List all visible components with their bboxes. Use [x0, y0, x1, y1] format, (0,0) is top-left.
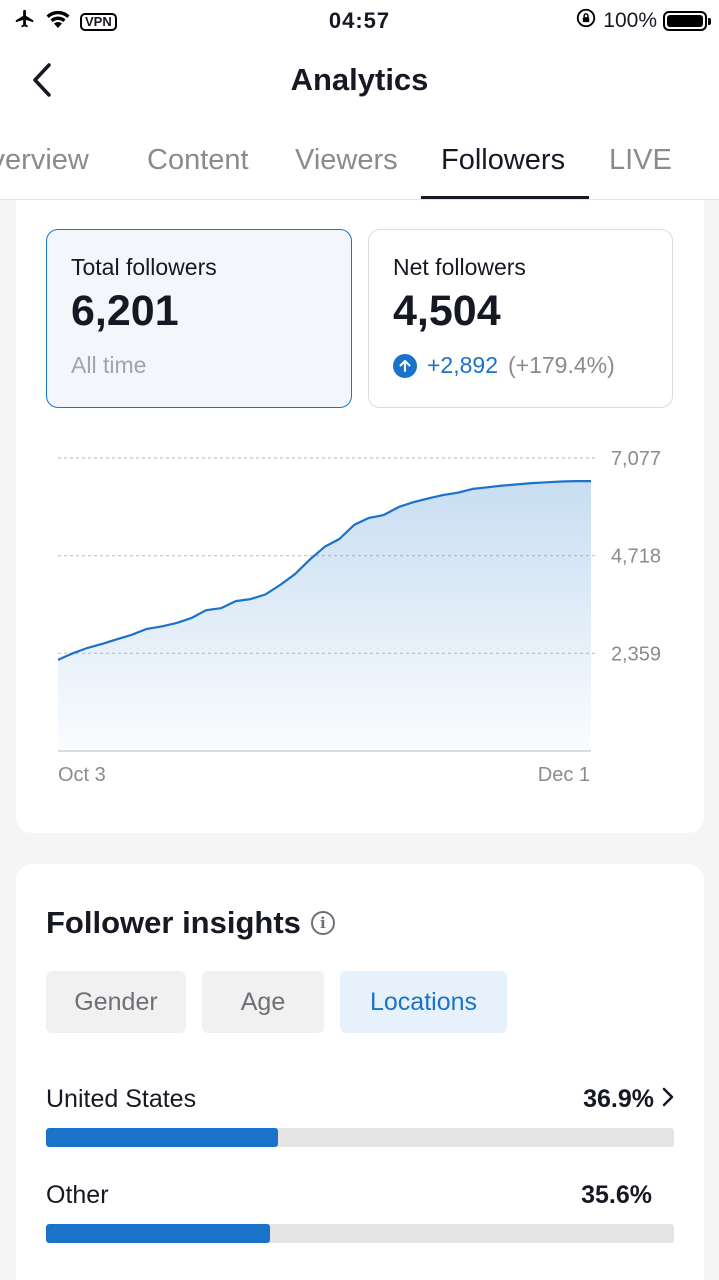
tab-content[interactable]: Content [147, 144, 249, 176]
chip-gender[interactable]: Gender [46, 971, 186, 1033]
x-tick-label: Dec 1 [538, 764, 590, 786]
chip-age[interactable]: Age [202, 971, 324, 1033]
battery-icon [663, 10, 711, 31]
rotation-lock-icon [575, 7, 597, 34]
insights-title: Follower insights [46, 905, 301, 940]
tab-bar: Overview Content Viewers Followers LIVE [0, 122, 719, 200]
battery-percent: 100% [603, 8, 657, 32]
follower-insights-card: Follower insights i Gender Age Locations… [16, 864, 704, 1280]
followers-overview-card: Total followers 6,201 All time Net follo… [16, 200, 704, 833]
location-row-united-states[interactable]: United States 36.9% [46, 1085, 674, 1149]
location-percent: 35.6% [581, 1181, 652, 1210]
status-right: 100% [575, 7, 711, 34]
location-row-other: Other 35.6% [46, 1181, 674, 1245]
location-name: Other [46, 1181, 109, 1209]
arrow-up-icon [393, 353, 417, 378]
delta-value: +2,892 [427, 352, 498, 378]
tab-live[interactable]: LIVE [609, 144, 672, 176]
total-followers-value: 6,201 [71, 287, 179, 335]
location-bar [46, 1224, 674, 1243]
total-followers-label: Total followers [71, 254, 217, 280]
tab-active-indicator [421, 196, 589, 199]
chevron-right-icon [662, 1085, 674, 1114]
insights-header: Follower insights i [46, 905, 335, 941]
chevron-left-icon [31, 62, 53, 103]
location-bar-fill [46, 1224, 270, 1243]
net-followers-value: 4,504 [393, 287, 501, 335]
y-tick-label: 4,718 [611, 546, 661, 568]
page-title: Analytics [290, 62, 429, 97]
y-tick-label: 7,077 [611, 448, 661, 470]
total-followers-period: All time [71, 352, 147, 378]
status-bar: VPN 04:57 100% [0, 0, 719, 40]
tab-followers[interactable]: Followers [441, 144, 566, 176]
x-tick-label: Oct 3 [58, 764, 106, 786]
location-name: United States [46, 1085, 197, 1113]
net-followers-card[interactable]: Net followers 4,504 +2,892 (+179.4%) [368, 229, 673, 408]
followers-chart[interactable]: 7,077 4,718 2,359 Oct 3 Dec 1 [16, 440, 704, 810]
wifi-icon [44, 8, 72, 35]
tab-viewers[interactable]: Viewers [295, 144, 398, 176]
total-followers-card[interactable]: Total followers 6,201 All time [46, 229, 352, 408]
location-percent-value: 36.9% [583, 1085, 654, 1113]
location-bar [46, 1128, 674, 1147]
chart-area [58, 481, 591, 751]
header: Analytics [0, 40, 719, 122]
chart-line [57, 480, 591, 661]
chip-locations[interactable]: Locations [340, 971, 507, 1033]
location-percent-value: 35.6% [581, 1181, 652, 1209]
net-followers-delta: +2,892 (+179.4%) [393, 352, 648, 379]
airplane-icon [14, 8, 36, 35]
location-percent: 36.9% [583, 1085, 674, 1114]
back-button[interactable] [22, 60, 62, 104]
location-bar-fill [46, 1128, 278, 1147]
status-left: VPN [14, 8, 117, 35]
info-icon[interactable]: i [310, 911, 335, 935]
vpn-badge: VPN [80, 12, 117, 31]
y-tick-label: 2,359 [611, 643, 661, 665]
delta-percent: (+179.4%) [508, 352, 615, 378]
status-time: 04:57 [328, 8, 391, 33]
tab-overview[interactable]: Overview [0, 144, 89, 176]
net-followers-label: Net followers [393, 254, 526, 280]
